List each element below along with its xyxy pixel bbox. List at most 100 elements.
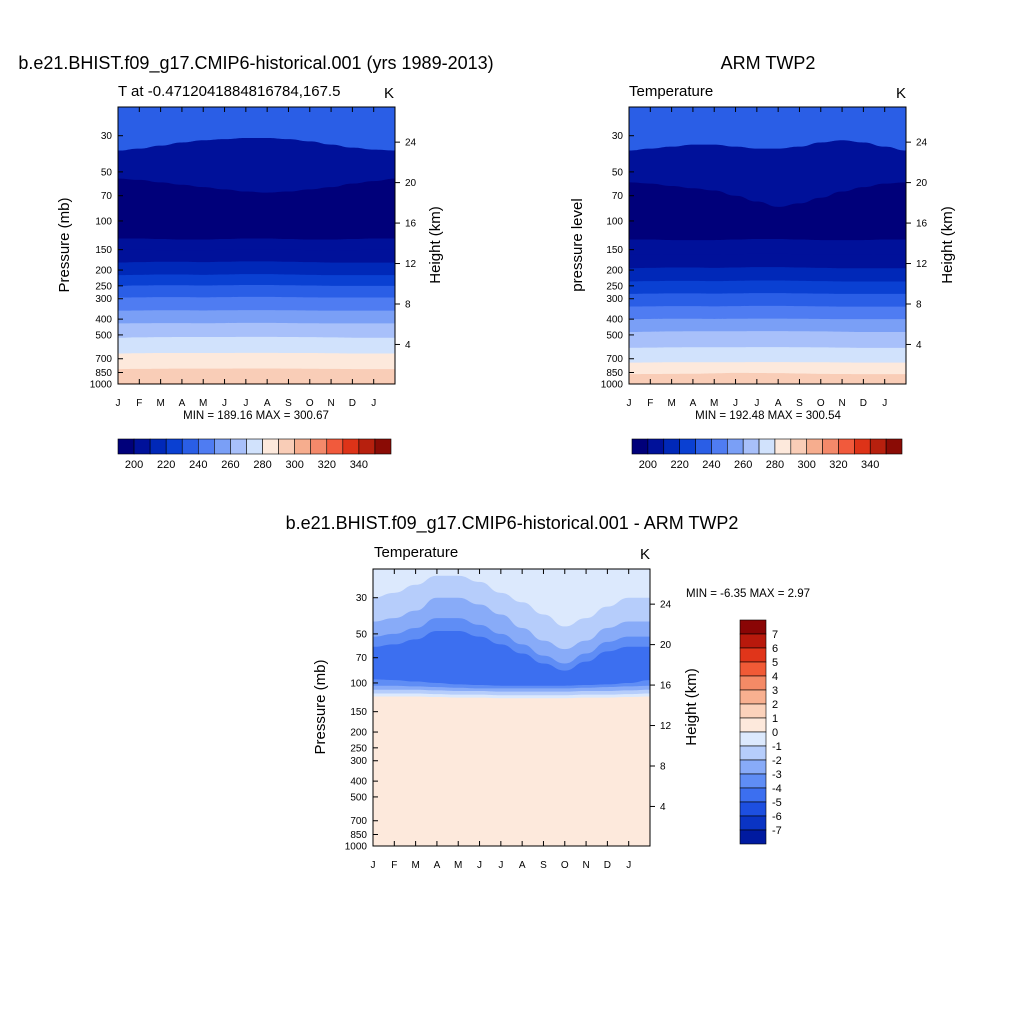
y2-tick-label: 24	[916, 138, 928, 149]
x-tick-label: J	[627, 398, 632, 409]
colorbar-swatch	[739, 647, 767, 663]
colorbar-label: 320	[829, 459, 847, 471]
y2-tick-label: 8	[916, 299, 922, 310]
colorbar-swatch	[294, 438, 312, 455]
x-tick-label: M	[454, 860, 462, 871]
colorbar-swatch	[838, 438, 855, 455]
y-tick-label: 100	[95, 216, 112, 227]
y-tick-label: 300	[606, 294, 623, 305]
contour-band	[118, 368, 395, 384]
x-tick-label: J	[626, 860, 631, 871]
colorbar-label: 4	[772, 671, 778, 683]
colorbar-swatch	[774, 438, 792, 455]
x-tick-label: J	[498, 860, 503, 871]
y-axis-label: pressure level	[569, 198, 586, 291]
plot-frame	[628, 106, 907, 385]
x-tick-label: S	[540, 860, 547, 871]
colorbar-swatch	[117, 438, 135, 455]
colorbar-label: 320	[318, 459, 336, 471]
x-tick-label: S	[285, 398, 292, 409]
y2-tick-label: 12	[405, 259, 417, 270]
colorbar-swatch	[663, 438, 680, 455]
colorbar-label: -2	[772, 755, 782, 767]
colorbar-swatch	[342, 438, 360, 455]
colorbar-swatch	[739, 829, 767, 845]
colorbar-swatch	[742, 438, 760, 455]
x-tick-label: J	[371, 860, 376, 871]
y2-tick-label: 12	[916, 259, 928, 270]
x-tick-label: M	[667, 398, 675, 409]
plot-frame	[372, 568, 651, 847]
colorbar-swatch	[679, 438, 696, 455]
y-tick-label: 400	[95, 315, 112, 326]
y-tick-label: 500	[95, 330, 112, 341]
colorbar-label: 2	[772, 699, 778, 711]
y2-tick-label: 24	[660, 600, 672, 611]
y-tick-label: 30	[356, 593, 368, 604]
colorbar-swatch	[214, 438, 231, 455]
colorbar-swatch	[739, 731, 767, 747]
y-tick-label: 30	[612, 131, 624, 142]
colorbar-swatch	[739, 703, 767, 719]
colorbar-swatch	[739, 661, 767, 677]
y-tick-label: 200	[606, 266, 623, 277]
colorbar-swatch	[374, 438, 392, 455]
colorbar-swatch	[358, 438, 376, 455]
contour-fills	[373, 569, 650, 846]
colorbar-label: 340	[350, 459, 368, 471]
contour-plot: J F M A M J J A S O N D J 30 50 70 100 150 200 250 300 400 500…	[345, 568, 672, 871]
left-subtitle: Temperature	[629, 83, 713, 100]
colorbar: 200 220 240 260 280 300 320 340	[117, 438, 392, 471]
x-tick-label: D	[860, 398, 867, 409]
colorbar-swatch	[758, 438, 776, 455]
colorbar-swatch	[806, 438, 823, 455]
colorbar-swatch	[790, 438, 808, 455]
colorbar-swatch	[854, 438, 871, 455]
colorbar-label: 1	[772, 713, 778, 725]
colorbar-swatch	[310, 438, 328, 455]
x-tick-label: F	[391, 860, 397, 871]
colorbar-label: -4	[772, 783, 782, 795]
panel-diff: b.e21.BHIST.f09_g17.CMIP6-historical.001…	[286, 513, 810, 871]
colorbar-swatch	[165, 438, 183, 455]
y2-tick-label: 8	[660, 761, 666, 772]
units-label: K	[384, 85, 394, 102]
x-tick-label: J	[733, 398, 738, 409]
x-tick-label: A	[264, 398, 271, 409]
colorbar-swatch	[133, 438, 151, 455]
units-label: K	[896, 85, 906, 102]
colorbar-swatch	[739, 787, 767, 803]
min-max-stats: MIN = -6.35 MAX = 2.97	[686, 588, 810, 600]
left-subtitle: T at -0.4712041884816784,167.5	[118, 83, 340, 100]
y-tick-label: 70	[101, 191, 113, 202]
x-tick-label: O	[306, 398, 314, 409]
colorbar-swatch	[711, 438, 728, 455]
y-tick-label: 850	[350, 830, 367, 841]
min-max-stats: MIN = 192.48 MAX = 300.54	[695, 410, 841, 422]
colorbar-swatch	[631, 438, 649, 455]
y-tick-label: 50	[356, 629, 368, 640]
colorbar-swatch	[739, 619, 767, 635]
y-tick-label: 400	[606, 315, 623, 326]
y-tick-label: 100	[350, 678, 367, 689]
contour-fills	[118, 107, 395, 384]
plot-frame	[117, 106, 396, 385]
x-tick-label: O	[817, 398, 825, 409]
y-tick-label: 1000	[601, 380, 624, 391]
colorbar: 7 6 5 4 3 2 1 0 -1 -2 -3 -4 -5 -6 -7	[739, 619, 782, 845]
x-tick-label: M	[156, 398, 164, 409]
y-tick-label: 30	[101, 131, 113, 142]
y2-tick-label: 20	[660, 640, 672, 651]
colorbar-swatch	[739, 773, 767, 789]
panel-title: ARM TWP2	[721, 53, 816, 73]
y-tick-label: 700	[350, 816, 367, 827]
colorbar-swatch	[739, 745, 767, 761]
y2-tick-label: 24	[405, 138, 417, 149]
colorbar: 200 220 240 260 280 300 320 340	[631, 438, 903, 471]
x-tick-label: N	[327, 398, 334, 409]
y2-tick-label: 16	[660, 681, 672, 692]
colorbar-swatch	[739, 759, 767, 775]
y-tick-label: 150	[606, 245, 623, 256]
colorbar-label: 280	[253, 459, 271, 471]
colorbar-swatch	[739, 801, 767, 817]
